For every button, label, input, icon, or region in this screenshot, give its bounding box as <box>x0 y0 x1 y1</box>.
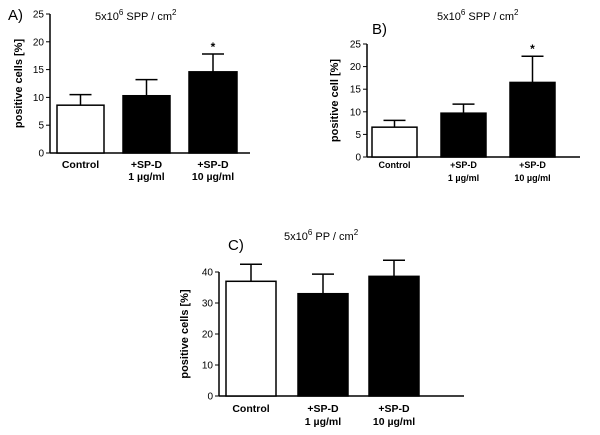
y-tick-label: 20 <box>202 330 214 341</box>
y-tick-label: 5 <box>355 130 361 141</box>
y-tick-label: 0 <box>355 153 361 164</box>
chart-title: 5x106 SPP / cm2 <box>95 8 177 23</box>
x-tick-label: Control <box>232 403 269 415</box>
x-tick-label: +SP-D <box>307 403 339 415</box>
x-tick-label: +SP-D <box>131 159 163 171</box>
y-tick-label: 5 <box>38 121 44 132</box>
x-tick-label: +SP-D <box>197 159 229 171</box>
bar <box>297 292 349 397</box>
x-tick-label: Control <box>62 159 99 171</box>
bar <box>56 104 105 154</box>
chart-panel-1: 0 5 10 15 20 25 positive cells [%] Control +SP-D… <box>8 7 250 183</box>
bar <box>509 81 556 158</box>
y-axis-label: positive cells [%] <box>13 39 25 129</box>
chart-title: 5x106 PP / cm2 <box>284 228 359 243</box>
y-tick-label: 10 <box>33 93 45 104</box>
y-tick-label: 20 <box>350 62 362 73</box>
y-tick-label: 25 <box>33 10 45 21</box>
bar <box>440 112 487 158</box>
bar <box>371 126 418 158</box>
bar <box>122 94 171 154</box>
bar <box>188 71 238 154</box>
significance-marker: * <box>530 42 535 56</box>
y-tick-label: 15 <box>33 65 45 76</box>
x-tick-label: 10 µg/ml <box>373 416 415 428</box>
x-tick-label: 1 µg/ml <box>305 416 341 428</box>
bar <box>225 280 277 397</box>
x-tick-label: 1 µg/ml <box>448 173 479 183</box>
y-axis-label: positive cells [%] <box>179 289 191 379</box>
x-tick-label: +SP-D <box>378 403 410 415</box>
x-tick-label: 1 µg/ml <box>128 171 164 183</box>
x-tick-label: +SP-D <box>519 160 546 170</box>
y-tick-label: 15 <box>350 85 362 96</box>
y-tick-label: 30 <box>202 299 214 310</box>
panel-label: A) <box>8 7 23 24</box>
y-tick-label: 0 <box>207 392 213 403</box>
y-tick-label: 40 <box>202 268 214 279</box>
y-tick-label: 10 <box>350 107 362 118</box>
y-axis-label: positive cell [%] <box>329 59 341 142</box>
panel-label: C) <box>228 237 244 254</box>
bar <box>368 275 420 397</box>
y-tick-label: 10 <box>202 361 214 372</box>
panel-label: B) <box>372 21 387 38</box>
chart-title: 5x106 SPP / cm2 <box>437 8 519 23</box>
x-tick-label: +SP-D <box>450 160 477 170</box>
x-tick-label: 10 µg/ml <box>514 173 550 183</box>
y-tick-label: 0 <box>38 149 44 160</box>
x-tick-label: 10 µg/ml <box>192 171 234 183</box>
significance-marker: * <box>211 40 216 54</box>
y-tick-label: 20 <box>33 37 45 48</box>
chart-panel-2: 0 5 10 15 20 25 positive cell [%] Control +SP-D 1… <box>329 8 580 183</box>
y-tick-label: 25 <box>350 40 362 51</box>
x-tick-label: Control <box>379 160 411 170</box>
